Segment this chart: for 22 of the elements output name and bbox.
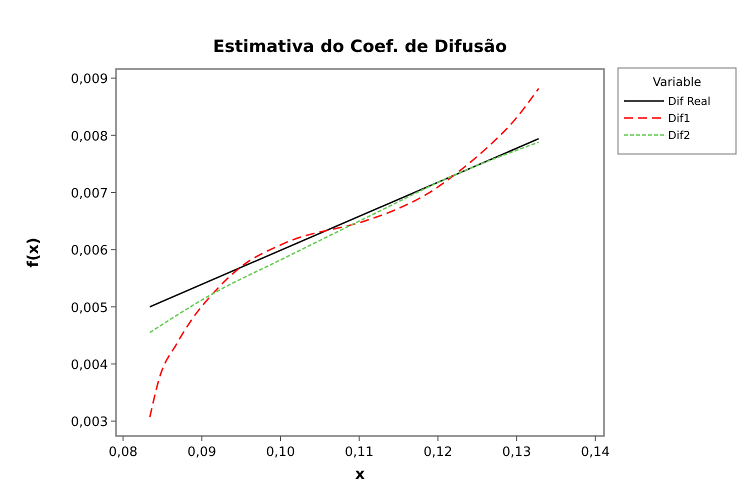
line-series [149,88,540,418]
legend-label: Dif1 [668,112,690,125]
x-tick-label: 0,11 [344,445,374,460]
chart-title: Estimativa do Coef. de Difusão [213,37,507,57]
legend-title: Variable [652,75,702,89]
x-tick-label: 0,09 [187,445,216,460]
x-tick-label: 0,12 [423,445,452,460]
legend-label: Dif2 [668,129,690,142]
x-tick-label: 0,10 [266,445,295,460]
y-tick-label: 0,003 [70,415,108,430]
y-axis-title: f(x) [24,238,42,268]
y-tick-label: 0,008 [70,129,108,144]
x-tick-label: 0,13 [502,445,532,460]
x-tick-label: 0,14 [580,445,610,460]
y-tick-label: 0,006 [70,244,108,259]
x-tick-label: 0,08 [108,445,138,460]
y-tick-label: 0,009 [70,72,108,88]
y-tick-label: 0,007 [70,186,108,202]
legend-label: Dif Real [668,95,711,108]
y-tick-label: 0,004 [70,358,108,373]
x-axis-title: x [355,465,366,483]
y-tick-label: 0,005 [70,300,108,316]
